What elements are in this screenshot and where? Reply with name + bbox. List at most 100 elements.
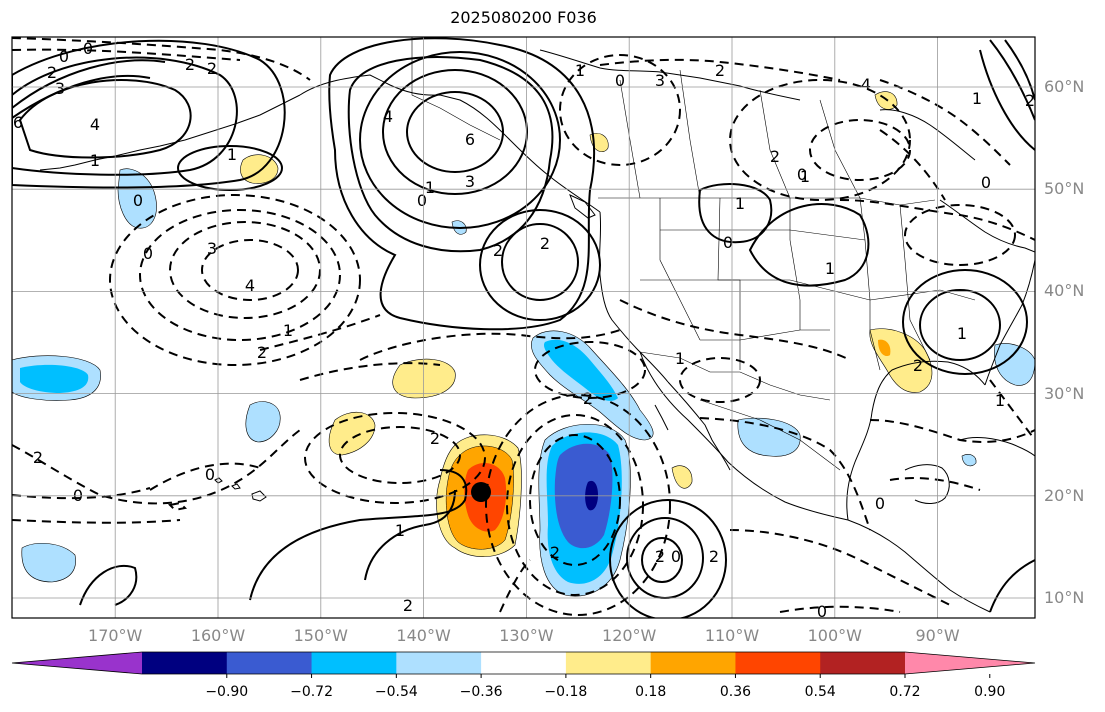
colorbar-tick-label: −0.36 bbox=[459, 684, 503, 700]
contour-label: 1 bbox=[227, 145, 237, 164]
contour-label: 0 bbox=[723, 233, 733, 252]
contour-label: 0 bbox=[133, 191, 143, 210]
colorbar-tick-label: 0.54 bbox=[804, 684, 836, 700]
contour-dashed-line bbox=[12, 519, 181, 524]
coast-canada-north bbox=[539, 49, 801, 101]
contour-dashed-ring bbox=[904, 204, 1016, 266]
contour-label: 2 bbox=[550, 543, 560, 562]
longitude-label: 110°W bbox=[704, 626, 760, 645]
coastlines bbox=[39, 49, 1035, 613]
contour-label: 1 bbox=[825, 259, 835, 278]
latitude-label: 40°N bbox=[1044, 281, 1085, 301]
contour-dashed-ring bbox=[304, 412, 486, 504]
colorbar-tick-label: 0.36 bbox=[719, 684, 752, 700]
colorbar-tick-label: −0.90 bbox=[205, 684, 249, 700]
contour-label: 1 bbox=[995, 391, 1005, 410]
island-hawaii-3 bbox=[251, 490, 267, 502]
contour-dashed-line bbox=[12, 48, 241, 61]
contour-label: 2 bbox=[770, 147, 780, 166]
contour-ring bbox=[359, 51, 561, 229]
shade-neg-west-core bbox=[20, 364, 89, 393]
contour-label: 1 bbox=[90, 151, 100, 170]
contour-dashed-ring bbox=[729, 79, 911, 201]
contour-label: 2 bbox=[403, 596, 413, 615]
contour-dashed-ring bbox=[339, 426, 461, 484]
contour-line bbox=[748, 203, 870, 287]
border-state-3 bbox=[789, 198, 830, 331]
contour-dashed-ring bbox=[534, 341, 646, 399]
shade-neg-small-2 bbox=[21, 542, 76, 583]
coast-northeast bbox=[939, 199, 1035, 253]
contour-label: 3 bbox=[207, 239, 217, 258]
shaded-fields bbox=[12, 91, 1035, 597]
contour-label: 0 bbox=[671, 547, 681, 566]
shade-neg-baja-core bbox=[543, 339, 618, 401]
contour-label: 2 bbox=[47, 63, 57, 82]
contour-label: 1 bbox=[957, 324, 967, 343]
contour-line bbox=[364, 489, 456, 581]
contour-dashed-line bbox=[167, 501, 188, 512]
contour-dashed-line bbox=[869, 419, 1035, 443]
shade-pos-small-7 bbox=[874, 91, 898, 110]
contour-dashed-ring bbox=[529, 434, 621, 566]
lat-lon-gridlines bbox=[12, 37, 1035, 618]
contour-dashed-line bbox=[879, 129, 946, 201]
contour-label: 3 bbox=[465, 172, 475, 191]
latitude-label: 30°N bbox=[1044, 383, 1085, 403]
contour-label: 6 bbox=[13, 113, 23, 132]
contour-label: 1 bbox=[800, 167, 810, 186]
contour-label: 6 bbox=[465, 130, 475, 149]
contour-label: 2 bbox=[257, 343, 267, 362]
contour-dashed-line bbox=[599, 58, 841, 81]
contour-label: 4 bbox=[90, 115, 100, 134]
coast-hudson bbox=[879, 109, 976, 161]
contour-dashed-line bbox=[299, 362, 441, 381]
longitude-label: 160°W bbox=[190, 626, 246, 645]
contour-line bbox=[249, 469, 468, 601]
contour-label: 1 bbox=[395, 521, 405, 540]
border-state-5 bbox=[660, 229, 866, 241]
contour-dashed-line bbox=[359, 329, 621, 361]
coast-baja bbox=[667, 381, 731, 471]
contour-label: 2 bbox=[185, 55, 195, 74]
contour-dashed-line bbox=[879, 79, 1011, 166]
shade-neg-small-1 bbox=[245, 401, 281, 443]
contour-dashed-ring bbox=[139, 209, 341, 341]
colorbar-tick-label: −0.72 bbox=[290, 684, 333, 700]
longitude-label: 170°W bbox=[88, 626, 143, 645]
contour-label: 2 bbox=[913, 356, 923, 375]
shade-neg-small-5 bbox=[994, 343, 1035, 386]
contour-line bbox=[979, 49, 1035, 151]
border-state-6 bbox=[640, 279, 871, 301]
contour-label: 0 bbox=[59, 47, 69, 66]
shade-neg-small-4 bbox=[737, 417, 801, 457]
coast-cuba bbox=[959, 436, 1035, 457]
shade-pos-small-4-core bbox=[878, 339, 891, 357]
colorbar-segment bbox=[396, 652, 482, 674]
contour-ring bbox=[902, 269, 1028, 375]
contour-dashed-ring bbox=[485, 394, 671, 616]
longitude-label: 100°W bbox=[807, 626, 862, 645]
contour-label: 0 bbox=[83, 39, 93, 58]
map-frame bbox=[11, 36, 1036, 619]
contour-ring bbox=[501, 223, 579, 301]
contour-dashed-line bbox=[989, 379, 1035, 441]
contour-dashed-line bbox=[12, 429, 301, 505]
contour-label: 1 bbox=[735, 194, 745, 213]
contour-label: 4 bbox=[245, 276, 255, 295]
contour-dashed-line bbox=[889, 477, 981, 491]
contour-line bbox=[989, 39, 1035, 121]
border-us-mexico bbox=[639, 351, 831, 401]
contour-dashed-line bbox=[729, 529, 951, 606]
contour-ring bbox=[12, 56, 238, 176]
storm-center-marker bbox=[471, 482, 491, 502]
contour-label: 2 bbox=[430, 429, 440, 448]
longitude-label: 120°W bbox=[602, 626, 657, 645]
contours bbox=[12, 37, 1035, 618]
contour-dashed-ring bbox=[109, 194, 361, 366]
colorbar-tick-label: −0.54 bbox=[374, 684, 418, 700]
colorbar-segment bbox=[142, 652, 228, 674]
contour-label: 2 bbox=[493, 241, 503, 260]
contour-dashed-ring bbox=[679, 357, 761, 403]
